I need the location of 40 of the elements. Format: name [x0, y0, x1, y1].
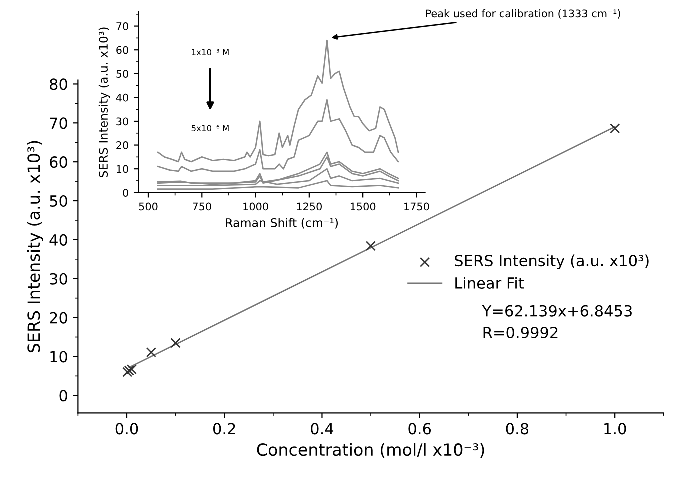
annotation: 1x10⁻³ M	[192, 49, 229, 56]
y-tick-label: 50	[50, 195, 68, 208]
x-tick-label: 1000	[244, 202, 268, 211]
y-tick-label: 10	[117, 165, 128, 174]
y-axis-title: SERS Intensity (a.u. x10³)	[27, 141, 44, 353]
y-tick-label: 80	[50, 78, 68, 90]
x-tick-label: 0.2	[213, 423, 236, 435]
x-tick-label: 500	[139, 202, 158, 211]
y-tick-label: 0	[60, 390, 68, 402]
x-tick-label: 750	[193, 202, 212, 211]
x-tick-label: 1.0	[604, 423, 626, 435]
x-tick-label: 1250	[297, 202, 322, 211]
annotation: Peak used for calibration (1333 cm⁻¹)	[426, 10, 620, 19]
y-tick-label: 10	[50, 351, 68, 363]
x-tick-label: 0.0	[116, 423, 138, 435]
y-tick-label: 20	[50, 312, 68, 324]
y-tick-label: 50	[116, 70, 128, 78]
x-axis-title: Concentration (mol/l x10⁻³)	[257, 443, 484, 458]
x-axis-title: Raman Shift (cm⁻¹)	[226, 218, 338, 229]
annotation: 5x10⁻⁶ M	[192, 125, 229, 132]
x-tick-label: 1750	[404, 202, 430, 211]
y-tick-label: 60	[116, 46, 128, 54]
y-tick-label: 0	[123, 189, 128, 197]
x-tick-label: 0.4	[311, 423, 334, 435]
x-tick-label: 0.8	[506, 423, 529, 435]
y-tick-label: 40	[116, 94, 128, 102]
annotation: R=0.9992	[484, 326, 558, 339]
y-tick-label: 70	[116, 22, 128, 30]
legend-label: SERS Intensity (a.u. x10³)	[455, 254, 649, 270]
legend-label: Linear Fit	[456, 277, 524, 290]
y-tick-label: 30	[50, 273, 68, 285]
y-tick-label: 70	[50, 118, 68, 130]
y-tick-label: 60	[50, 156, 68, 168]
x-tick-label: 0.6	[408, 423, 432, 435]
annotation: Y=62.139x+6.8453	[482, 305, 632, 317]
y-tick-label: 40	[50, 234, 68, 246]
y-axis-title: SERS Intensity (a.u. x10³)	[98, 28, 110, 178]
y-tick-label: 30	[116, 118, 128, 126]
y-tick-label: 20	[116, 142, 128, 150]
x-tick-label: 1500	[350, 202, 376, 211]
